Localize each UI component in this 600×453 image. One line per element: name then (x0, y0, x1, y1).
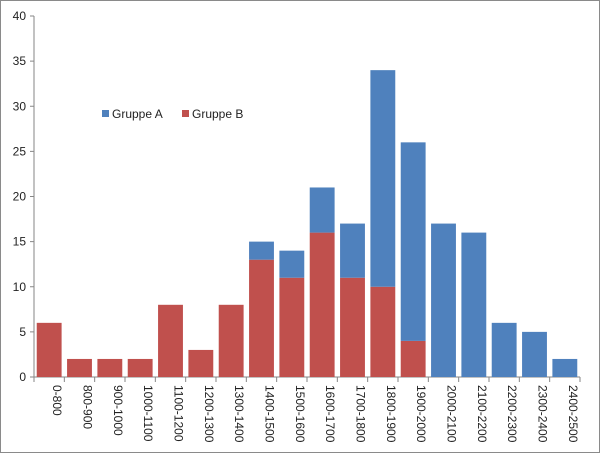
bar-segment (158, 304, 183, 377)
y-tick-label: 0 (19, 370, 26, 384)
x-tick-label: 900-1000 (111, 385, 125, 436)
legend-swatch (102, 110, 109, 117)
x-tick-label: 1800-1900 (384, 385, 398, 443)
bar-segment (552, 358, 578, 377)
x-tick-label: 800-900 (81, 385, 95, 429)
bars (36, 70, 578, 377)
y-tick-label: 40 (13, 9, 27, 23)
y-axis-ticks: 0 5 10 15 20 25 30 35 40 (13, 9, 34, 384)
x-axis-ticks: 0-800 800-900 900-1000 1000-1100 1100-1200 12… (33, 377, 581, 443)
bar-segment (431, 223, 456, 377)
bar-segment (249, 259, 274, 377)
x-tick-label: 2400-2500 (566, 385, 580, 443)
y-tick-label: 20 (13, 190, 27, 204)
legend-swatch (182, 110, 189, 117)
bar-segment (249, 241, 274, 260)
bar-segment (370, 70, 396, 287)
bar-segment (309, 187, 335, 233)
x-tick-label: 1100-1200 (172, 385, 186, 442)
bar-segment (491, 322, 517, 377)
x-tick-label: 2100-2200 (475, 385, 489, 443)
x-tick-label: 1900-2000 (414, 385, 428, 443)
y-tick-label: 10 (13, 280, 27, 294)
bar-segment (127, 358, 153, 377)
bar-segment (188, 349, 214, 377)
y-tick-label: 15 (13, 235, 27, 249)
legend-label: Gruppe A (112, 107, 163, 121)
y-tick-label: 5 (19, 325, 26, 339)
x-tick-label: 2200-2300 (505, 385, 519, 443)
bar-segment (400, 340, 426, 377)
bar-segment (340, 223, 365, 278)
y-tick-label: 30 (13, 99, 27, 113)
y-tick-label: 25 (13, 144, 27, 158)
bar-segment (218, 304, 244, 377)
x-tick-label: 1000-1100 (141, 385, 155, 442)
x-tick-label: 1300-1400 (232, 385, 246, 443)
x-tick-label: 2300-2400 (536, 385, 550, 443)
bar-segment (400, 142, 426, 341)
x-tick-label: 1200-1300 (202, 385, 216, 443)
bar-segment (309, 232, 335, 377)
x-tick-label: 0-800 (50, 385, 64, 416)
y-tick-label: 35 (13, 54, 27, 68)
bar-segment (370, 286, 396, 377)
x-tick-label: 2000-2100 (445, 385, 459, 443)
bar-segment (36, 322, 62, 377)
x-tick-label: 1400-1500 (263, 385, 277, 443)
bar-segment (279, 277, 305, 377)
bar-segment (279, 250, 305, 278)
legend-label: Gruppe B (192, 107, 243, 121)
x-tick-label: 1600-1700 (323, 385, 337, 443)
bar-segment (67, 358, 92, 377)
bar-segment (522, 331, 547, 377)
legend: Gruppe A Gruppe B (102, 107, 243, 121)
bar-segment (340, 277, 365, 377)
bar-segment (461, 232, 487, 377)
x-tick-label: 1500-1600 (293, 385, 307, 443)
bar-segment (97, 358, 123, 377)
x-tick-label: 1700-1800 (354, 385, 368, 443)
